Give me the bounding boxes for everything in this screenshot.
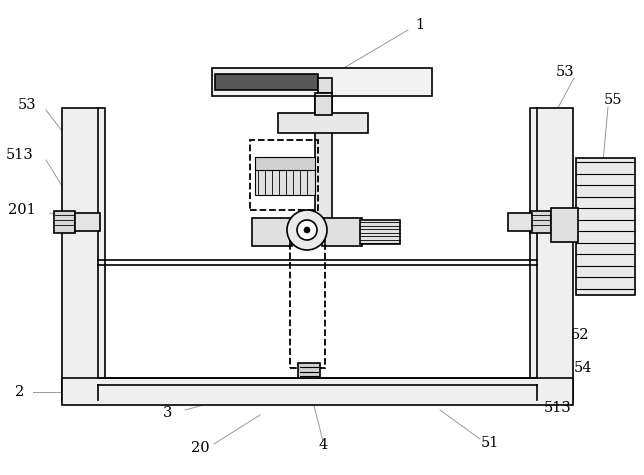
Bar [298, 363, 320, 378]
Text: 53: 53 [17, 98, 36, 112]
Bar [62, 378, 573, 405]
Bar [315, 96, 332, 115]
Text: 513: 513 [544, 401, 572, 415]
Bar [530, 211, 551, 233]
Bar [250, 140, 318, 210]
Bar [551, 208, 578, 242]
Text: 3: 3 [164, 406, 173, 420]
Text: 53: 53 [556, 65, 574, 79]
Bar [62, 108, 105, 400]
Bar [315, 93, 332, 230]
Bar [278, 113, 368, 133]
Text: 52: 52 [571, 328, 589, 342]
Bar [360, 220, 400, 244]
Bar [215, 74, 318, 90]
Text: 2: 2 [15, 385, 24, 399]
Text: 4: 4 [318, 438, 328, 452]
Bar [54, 211, 75, 233]
Text: 51: 51 [481, 436, 499, 450]
Text: 20: 20 [191, 441, 209, 455]
Bar [290, 222, 325, 242]
Bar [508, 213, 532, 231]
Text: 1: 1 [415, 18, 424, 32]
Bar [75, 213, 100, 231]
Bar [576, 158, 635, 295]
Bar [322, 218, 362, 246]
Bar [318, 78, 332, 93]
Bar [252, 218, 292, 246]
Circle shape [287, 210, 327, 250]
Bar [255, 168, 315, 195]
Text: 513: 513 [6, 148, 34, 162]
Circle shape [297, 220, 317, 240]
Bar [290, 240, 325, 368]
Text: 55: 55 [603, 93, 622, 107]
Text: 201: 201 [8, 203, 36, 217]
Bar [212, 68, 432, 96]
Text: 54: 54 [574, 361, 592, 375]
Bar [255, 157, 315, 170]
Bar [530, 108, 573, 400]
Circle shape [304, 227, 310, 233]
